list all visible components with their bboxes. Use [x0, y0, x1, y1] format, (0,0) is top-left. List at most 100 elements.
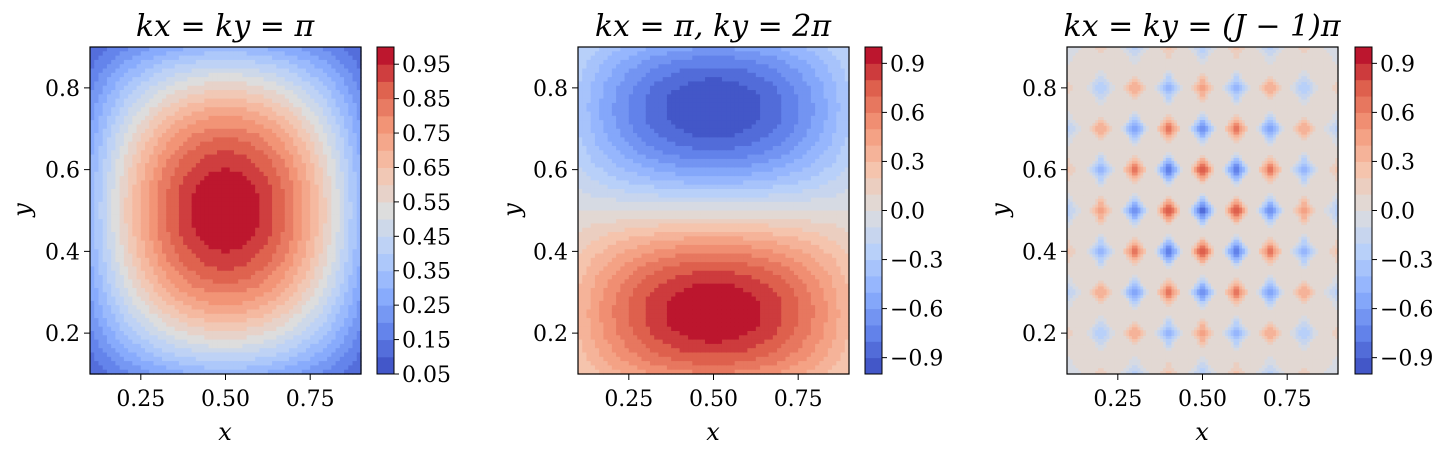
field-cell	[183, 361, 188, 366]
field-cell	[356, 150, 362, 156]
field-cell	[301, 335, 307, 341]
field-cell	[289, 197, 294, 203]
field-cell	[356, 55, 362, 61]
field-cell	[187, 90, 193, 95]
field-cell	[161, 322, 167, 328]
field-cell	[314, 176, 320, 181]
field-cell	[119, 163, 125, 169]
field-cell	[305, 55, 311, 61]
field-cell	[128, 102, 133, 108]
field-cell	[132, 77, 138, 83]
field-cell	[238, 369, 244, 375]
field-cell	[289, 141, 294, 147]
field-cell	[356, 206, 362, 212]
field-cell	[94, 227, 100, 233]
field-cell	[115, 335, 121, 341]
field-cell	[191, 236, 197, 242]
field-cell	[161, 339, 167, 345]
field-cell	[204, 188, 210, 194]
field-cell	[90, 236, 95, 242]
field-cell	[153, 318, 159, 323]
field-cell	[149, 343, 155, 349]
field-cell	[305, 85, 311, 91]
field-cell	[191, 339, 197, 345]
field-cell	[94, 240, 100, 246]
field-cell	[352, 180, 358, 186]
field-cell	[221, 171, 227, 177]
field-cell	[153, 326, 159, 332]
field-cell	[314, 72, 320, 78]
field-cell	[170, 244, 176, 250]
field-cell	[242, 227, 248, 233]
field-cell	[331, 214, 337, 220]
field-cell	[217, 193, 222, 199]
field-cell	[128, 318, 133, 323]
field-cell	[90, 137, 95, 143]
field-cell	[250, 111, 256, 117]
field-cell	[344, 72, 349, 78]
field-cell	[217, 115, 222, 121]
field-cell	[276, 257, 282, 263]
field-cell	[229, 158, 235, 164]
field-cell	[123, 262, 129, 268]
field-cell	[318, 296, 324, 302]
field-cell	[242, 68, 248, 74]
field-cell	[183, 262, 188, 268]
field-cell	[174, 124, 180, 130]
field-cell	[276, 326, 282, 332]
field-cell	[195, 102, 201, 108]
field-cell	[221, 227, 227, 233]
field-cell	[314, 77, 320, 83]
field-cell	[174, 275, 180, 280]
field-cell	[225, 90, 231, 95]
field-cell	[225, 356, 231, 362]
field-cell	[322, 107, 328, 113]
field-cell	[140, 262, 146, 268]
field-cell	[356, 262, 362, 268]
field-cell	[132, 343, 138, 349]
field-cell	[98, 167, 104, 173]
field-cell	[242, 275, 248, 280]
field-cell	[276, 111, 282, 117]
field-cell	[195, 257, 201, 263]
field-cell	[255, 369, 260, 375]
field-cell	[352, 270, 358, 276]
field-cell	[356, 180, 362, 186]
field-cell	[250, 270, 256, 276]
field-cell	[263, 352, 269, 358]
field-cell	[352, 51, 358, 57]
field-cell	[111, 296, 116, 302]
field-cell	[132, 167, 138, 173]
field-cell	[284, 180, 290, 186]
field-cell	[132, 85, 138, 91]
field-cell	[145, 206, 150, 212]
field-cell	[263, 296, 269, 302]
field-cell	[339, 150, 345, 156]
field-cell	[98, 244, 104, 250]
field-cell	[174, 197, 180, 203]
field-cell	[183, 343, 188, 349]
field-cell	[578, 249, 583, 255]
field-cell	[123, 210, 129, 216]
field-cell	[314, 313, 320, 319]
field-cell	[161, 352, 167, 358]
field-cell	[327, 283, 332, 289]
field-cell	[170, 210, 176, 216]
field-cell	[327, 287, 332, 293]
field-cell	[174, 85, 180, 91]
field-cell	[149, 219, 155, 225]
field-cell	[250, 326, 256, 332]
field-cell	[318, 124, 324, 130]
field-cell	[200, 279, 205, 285]
field-cell	[170, 72, 176, 78]
field-cell	[102, 171, 108, 177]
field-cell	[263, 266, 269, 272]
field-cell	[267, 356, 273, 362]
field-cell	[578, 171, 583, 177]
field-cell	[94, 77, 100, 83]
field-cell	[183, 275, 188, 280]
field-cell	[259, 85, 265, 91]
field-cell	[284, 68, 290, 74]
field-cell	[174, 77, 180, 83]
field-cell	[166, 102, 172, 108]
